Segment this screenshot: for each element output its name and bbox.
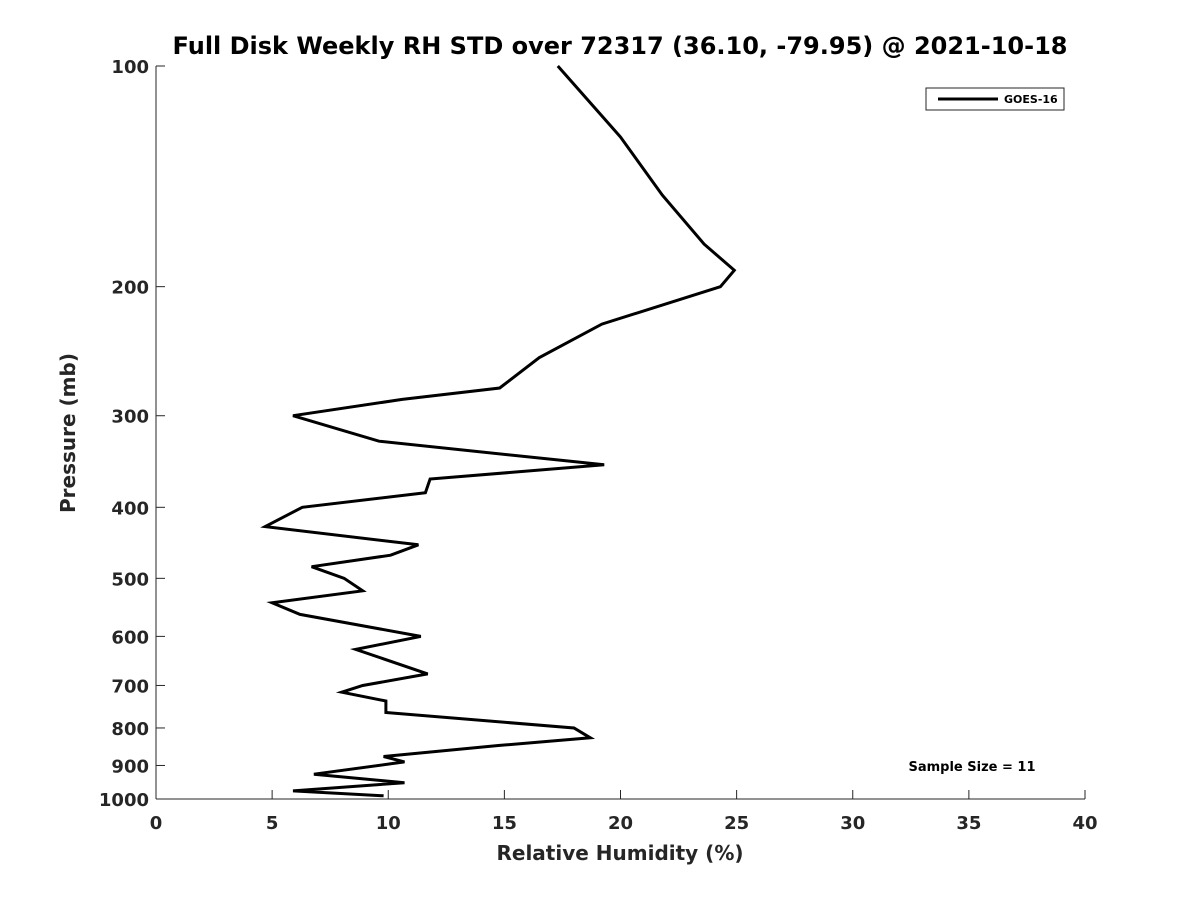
x-tick-label-25: 25: [724, 813, 749, 834]
x-axis-label: Relative Humidity (%): [496, 841, 743, 865]
y-axis-label: Pressure (mb): [56, 353, 80, 513]
legend: GOES-16: [925, 87, 1065, 111]
y-tick-label-800: 800: [111, 719, 149, 740]
x-tick-label-30: 30: [840, 813, 865, 834]
y-tick-label-500: 500: [111, 569, 149, 590]
y-tick-label-400: 400: [111, 498, 149, 519]
series-line-0: [260, 65, 737, 798]
legend-label-goes-16: GOES-16: [1004, 93, 1058, 106]
x-ticks: 0 5 10 15 20 25 30 35 40: [150, 790, 1098, 834]
x-tick-label-10: 10: [376, 813, 401, 834]
y-tick-label-900: 900: [111, 756, 149, 777]
y-tick-label-100: 100: [111, 57, 149, 78]
plot-area: 0 5 10 15 20 25 30 35 40 100 200 300 400 500 600 700 80…: [99, 57, 1098, 834]
x-tick-label-15: 15: [492, 813, 517, 834]
chart-title: Full Disk Weekly RH STD over 72317 (36.1…: [173, 32, 1068, 60]
x-tick-label-35: 35: [956, 813, 981, 834]
series-layer: [260, 65, 737, 798]
y-ticks: 100 200 300 400 500 600 700 800 900 1000: [99, 57, 165, 811]
y-tick-label-200: 200: [111, 278, 149, 299]
x-tick-label-0: 0: [150, 813, 163, 834]
y-tick-label-1000: 1000: [99, 790, 149, 811]
y-tick-label-600: 600: [111, 627, 149, 648]
x-tick-label-40: 40: [1072, 813, 1097, 834]
x-tick-label-5: 5: [266, 813, 279, 834]
y-tick-label-700: 700: [111, 676, 149, 697]
sample-size-annotation: Sample Size = 11: [908, 760, 1035, 775]
y-tick-label-300: 300: [111, 407, 149, 428]
x-tick-label-20: 20: [608, 813, 633, 834]
